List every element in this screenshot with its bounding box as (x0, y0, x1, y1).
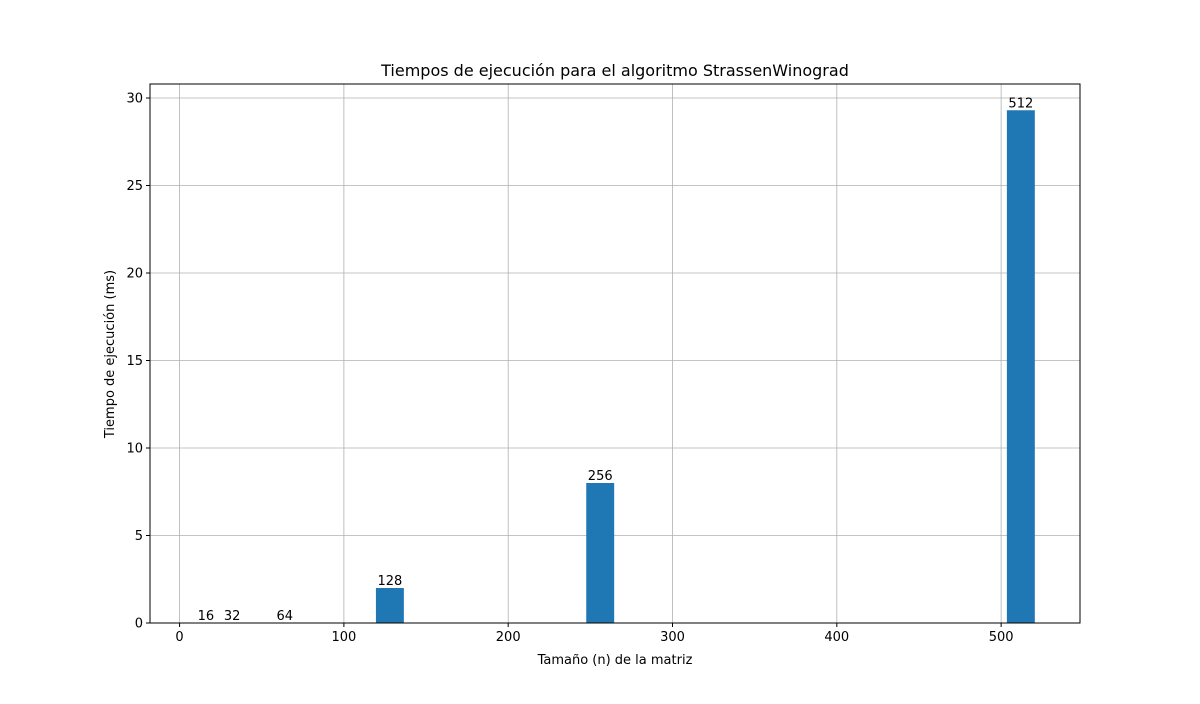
data-labels: 16 32 64 128 256 512 (198, 96, 1034, 624)
y-tick-label: 5 (135, 529, 143, 544)
y-tick-label: 0 (135, 617, 143, 632)
bar-data-label: 256 (588, 469, 613, 484)
bar (1006, 110, 1035, 623)
y-tick-label: 20 (126, 267, 143, 282)
bar-data-label: 32 (224, 609, 241, 624)
x-tick-label: 300 (660, 630, 685, 645)
y-tick-label: 15 (126, 354, 143, 369)
bar-data-label: 128 (377, 574, 402, 589)
bar-data-label: 16 (198, 609, 215, 624)
bar-data-label: 64 (276, 609, 293, 624)
x-tick-label: 400 (824, 630, 849, 645)
bar (375, 588, 404, 623)
chart-title: Tiempos de ejecución para el algoritmo S… (380, 61, 849, 80)
bar-data-label: 512 (1008, 96, 1033, 111)
y-tick-label: 30 (126, 92, 143, 107)
grid-lines (150, 84, 1080, 624)
y-axis-label: Tiempo de ejecución (ms) (103, 270, 118, 439)
y-axis-ticks: 0 5 10 15 20 25 30 (126, 92, 150, 632)
x-tick-label: 500 (989, 630, 1014, 645)
y-tick-label: 25 (126, 179, 143, 194)
x-tick-label: 100 (331, 630, 356, 645)
y-tick-label: 10 (126, 442, 143, 457)
x-axis-label: Tamaño (n) de la matriz (537, 653, 693, 668)
bar (586, 483, 615, 623)
plot-area-frame (149, 83, 1081, 624)
x-tick-label: 0 (175, 630, 183, 645)
x-axis-ticks: 0 100 200 300 400 500 (175, 623, 1014, 645)
x-tick-label: 200 (496, 630, 521, 645)
bars (375, 110, 1035, 623)
